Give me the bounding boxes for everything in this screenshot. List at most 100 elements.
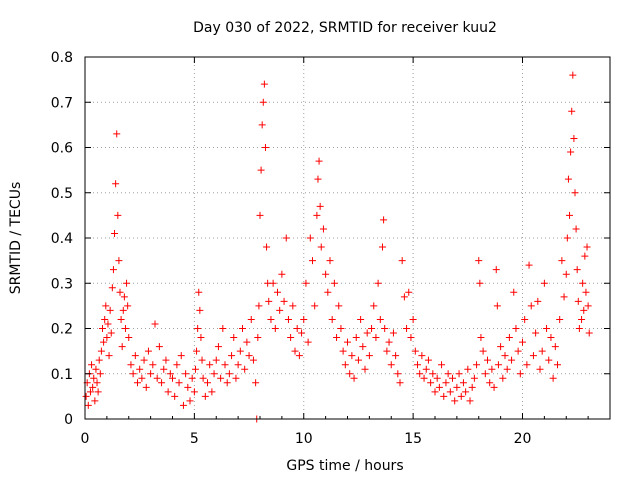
data-point [153,374,161,382]
data-point [249,356,257,364]
data-point [468,383,476,391]
data-point [499,374,507,382]
data-point [326,257,334,265]
data-point [563,234,571,242]
data-point [124,302,132,310]
data-point [512,325,520,332]
data-point [481,370,489,378]
x-tick-label: 5 [190,431,199,447]
data-point [398,257,406,265]
data-point [257,166,265,174]
data-point [389,329,397,337]
data-point [521,315,529,323]
data-point [438,361,446,369]
data-point [197,334,205,342]
data-point [287,334,295,342]
data-point [298,329,306,337]
data-point [97,347,105,355]
data-point [112,180,120,188]
data-point [232,374,240,382]
data-point [352,334,360,342]
data-point [572,225,580,233]
data-point [116,288,124,296]
data-point [414,361,421,369]
data-point [241,365,249,373]
data-point [125,334,133,342]
data-point [120,293,128,301]
data-point [291,347,299,355]
data-point [243,338,251,346]
data-point [236,347,244,355]
data-point [475,257,483,265]
y-tick-label: 0.2 [51,322,73,338]
data-point [532,329,540,337]
data-point [368,325,376,332]
data-point [365,352,373,360]
data-point [265,297,273,305]
data-point [82,392,90,400]
data-point [361,365,369,373]
data-point [411,347,419,355]
data-point [99,325,106,332]
data-point [84,401,92,409]
grid-layer [85,57,610,419]
data-point [149,361,157,369]
data-point [121,325,129,332]
data-point [108,284,116,292]
data-point [558,257,566,265]
data-point [160,365,168,373]
data-point [219,325,227,332]
data-point [503,365,511,373]
data-point [289,302,297,310]
data-point [449,374,456,382]
data-point [344,338,351,346]
data-point [376,315,384,323]
data-point [136,365,144,373]
data-point [562,270,570,278]
data-point [293,325,301,332]
data-point [348,352,356,360]
data-point [556,315,564,323]
data-point [86,388,94,396]
data-point [166,370,174,378]
data-point [579,279,587,287]
data-point [96,370,104,378]
data-point [255,302,263,310]
data-point [182,370,190,378]
data-point [247,315,255,323]
data-point [261,144,269,151]
data-point [107,329,115,337]
data-point [424,356,432,364]
data-point [193,347,201,355]
data-point [314,175,322,183]
data-point [295,352,303,360]
data-point [267,315,275,323]
data-point [407,334,415,342]
data-point [457,392,465,400]
data-point [274,288,281,296]
x-tick-label: 15 [404,431,422,447]
data-point [271,325,279,332]
data-point [280,297,288,305]
data-point [519,338,526,346]
x-tick-label: 20 [514,431,532,447]
data-point [230,334,238,342]
data-point [444,370,452,378]
data-point [208,388,216,396]
data-point [278,270,286,278]
data-point [190,388,198,396]
data-point [269,279,277,287]
data-point [214,343,222,351]
data-point [523,361,531,369]
data-point [383,347,391,355]
data-point [357,315,365,323]
x-tick-label: 10 [295,431,313,447]
data-point [90,374,98,382]
data-point [584,302,592,310]
data-point [127,361,135,369]
data-point [493,302,501,310]
data-point [177,352,185,360]
data-point [387,361,395,369]
data-point [239,325,246,332]
